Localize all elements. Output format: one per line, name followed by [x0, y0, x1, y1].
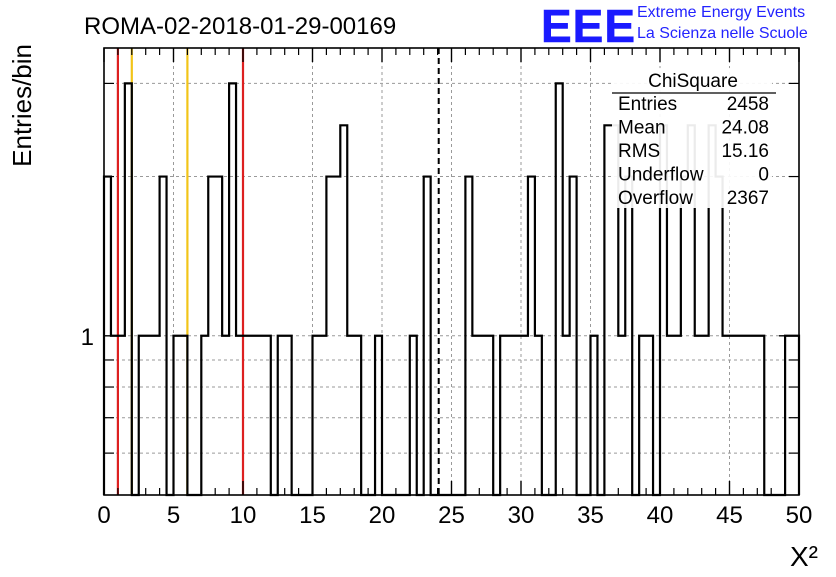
histogram-bin	[278, 336, 285, 495]
histogram-bin	[750, 336, 757, 495]
histogram-bin	[285, 336, 292, 495]
x-tick-label: 40	[647, 502, 674, 529]
x-tick-label: 15	[299, 502, 326, 529]
histogram-bin	[208, 177, 215, 495]
x-axis-title: X²	[790, 541, 818, 572]
x-tick-label: 30	[508, 502, 535, 529]
histogram-bin	[215, 177, 222, 495]
eee-logo-line2: La Scienza nelle Scuole	[637, 25, 808, 42]
histogram-bin	[736, 336, 743, 495]
histogram-bin	[646, 336, 653, 495]
histogram-bin	[465, 177, 472, 495]
histogram-bin	[521, 336, 528, 495]
stats-box: ChiSquare Entries 2458 Mean 24.08 RMS 15.16 Un…	[612, 68, 776, 209]
eee-logo-mark: EEE	[541, 0, 636, 52]
stats-row-label: Entries	[618, 94, 677, 115]
histogram-bin	[410, 336, 417, 495]
eee-logo-line1: Extreme Energy Events	[637, 4, 805, 21]
stats-row-value: 2458	[727, 94, 769, 115]
stats-row-label: Overflow	[618, 188, 693, 209]
stats-row-label: RMS	[618, 141, 660, 162]
stats-row-label: Mean	[618, 118, 666, 139]
eee-logo: EEE Extreme Energy Events La Scienza nel…	[541, 0, 808, 52]
histogram-bin	[507, 336, 514, 495]
histogram-bin	[730, 336, 737, 495]
histogram-bin	[153, 336, 160, 495]
histogram-bin	[674, 336, 681, 495]
histogram-bin	[160, 177, 167, 495]
histogram-bin	[528, 177, 535, 495]
histogram-bin	[757, 336, 764, 495]
x-tick-label: 5	[167, 502, 180, 529]
histogram-bin	[340, 125, 347, 495]
histogram-bin	[702, 336, 709, 495]
histogram-bin	[257, 336, 264, 495]
histogram-bin	[375, 336, 382, 495]
histogram-bin	[354, 336, 361, 495]
x-tick-label: 25	[438, 502, 465, 529]
histogram-bin	[570, 177, 577, 495]
stats-row-value: 24.08	[721, 118, 769, 139]
grid-layer	[104, 48, 799, 495]
histogram-bin	[723, 336, 730, 495]
stats-row-label: Underflow	[618, 165, 704, 186]
histogram-bin	[139, 336, 146, 495]
histogram-bin	[347, 336, 354, 495]
histogram-bin	[716, 177, 723, 495]
run-title: ROMA-02-2018-01-29-00169	[84, 13, 396, 40]
x-tick-label: 20	[369, 502, 396, 529]
x-tick-label: 45	[716, 502, 743, 529]
histogram-bin	[125, 83, 132, 495]
histogram-bin	[201, 336, 208, 495]
histogram-bin	[424, 177, 431, 495]
histogram-bin	[264, 336, 271, 495]
histogram-bin	[180, 336, 187, 495]
histogram-bin	[563, 336, 570, 495]
axis-layer: 0 5 10 15 20 25 30 35 40 45 50 1	[81, 47, 813, 529]
histogram-bin	[243, 336, 250, 495]
histogram-bin	[681, 177, 688, 495]
histogram-bin	[229, 83, 236, 495]
histogram-bin	[591, 336, 598, 495]
histogram-bin	[222, 336, 229, 495]
stats-box-title: ChiSquare	[648, 71, 738, 92]
histogram-bin	[625, 177, 632, 495]
histogram-bin	[556, 83, 563, 495]
histogram-bin	[639, 336, 646, 495]
histogram-bin	[695, 336, 702, 495]
histogram-bin	[236, 336, 243, 495]
histogram-bin	[500, 336, 507, 495]
histogram-bin	[174, 336, 181, 495]
stats-row-value: 15.16	[721, 141, 769, 162]
histogram-bin	[604, 125, 611, 495]
histogram-bin	[326, 177, 333, 495]
y-axis-title: Entries/bin	[7, 44, 37, 167]
histogram-bin	[535, 336, 542, 495]
stats-box-bg	[612, 68, 772, 208]
stats-rows: Entries 2458 Mean 24.08 RMS 15.16 Underflow 0 Ov…	[618, 94, 769, 209]
stats-row-value: 2367	[727, 188, 769, 209]
histogram-bin	[486, 336, 493, 495]
x-tick-label: 10	[230, 502, 257, 529]
histogram-bin	[479, 336, 486, 495]
histogram-bin	[313, 336, 320, 495]
histogram-bin	[667, 336, 674, 495]
x-tick-label: 35	[577, 502, 604, 529]
histogram-bin	[743, 336, 750, 495]
histogram-bin	[250, 336, 257, 495]
histogram-bin	[618, 336, 625, 495]
stats-row-value: 0	[758, 165, 769, 186]
x-tick-label: 50	[786, 502, 813, 529]
histogram-bin	[333, 177, 340, 495]
x-tick-label: 0	[97, 502, 110, 529]
y-tick-label: 1	[81, 324, 94, 351]
histogram-bin	[472, 336, 479, 495]
histogram-bin	[118, 336, 125, 495]
histogram-bin	[319, 336, 326, 495]
histogram-bin	[146, 336, 153, 495]
histogram-bin	[514, 336, 521, 495]
